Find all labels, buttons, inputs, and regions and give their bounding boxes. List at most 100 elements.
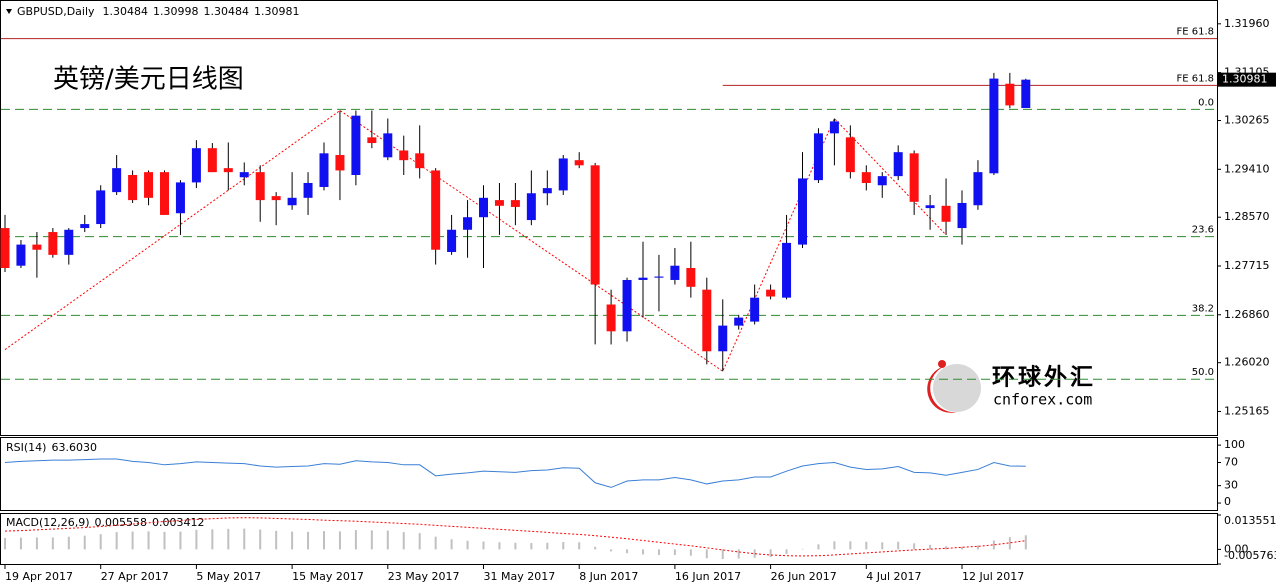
macd-bar (370, 530, 373, 550)
x-tick-label: 31 May 2017 (484, 570, 556, 583)
macd-bar (19, 537, 22, 550)
macd-bar (976, 545, 979, 550)
candle-body (431, 170, 441, 250)
candle-body (144, 172, 154, 198)
watermark: 环球外汇 cnforex.com (927, 360, 1093, 413)
macd-bar (642, 549, 644, 555)
macd-bar (849, 541, 852, 550)
macd-bar (131, 531, 134, 550)
candle-body (606, 304, 616, 332)
macd-bar (737, 549, 740, 559)
y-tick-label: 0 (1224, 495, 1231, 508)
symbol-header: GBPUSD,Daily 1.30484 1.30998 1.30484 1.30981 (17, 5, 300, 18)
macd-bar (498, 542, 501, 550)
candle-body (383, 133, 393, 158)
macd-bar (865, 541, 868, 550)
level-label: FE 61.8 (1176, 27, 1214, 38)
macd-bar (546, 542, 549, 550)
macd-bar (83, 535, 86, 550)
x-tick-label: 4 Jul 2017 (866, 570, 921, 583)
macd-bar (594, 546, 597, 550)
macd-header: MACD(12,26,9) 0.005558 0.003412 (6, 516, 205, 529)
low-price: 1.30484 (204, 5, 250, 18)
candle-body (510, 200, 520, 207)
macd-bar (657, 549, 660, 555)
candle-body (989, 78, 999, 174)
y-tick-label: 1.26860 (1224, 308, 1270, 321)
macd-bar (945, 546, 948, 550)
macd-bar (163, 531, 166, 550)
macd-bar (99, 534, 102, 550)
candle-body (718, 325, 728, 352)
macd-bar (961, 546, 963, 550)
macd-bar (992, 540, 995, 550)
candle-body (1005, 83, 1015, 106)
macd-bar (147, 531, 150, 550)
level-label: 0.0 (1198, 97, 1214, 108)
candle-body (654, 276, 664, 278)
candle-body (16, 244, 26, 266)
level-label: 23.6 (1192, 225, 1214, 236)
candle-body (255, 172, 265, 201)
candle-body (670, 265, 680, 280)
macd-bar (227, 528, 230, 550)
macd-bar (291, 531, 294, 550)
y-tick-label: 100 (1224, 438, 1245, 451)
candle-body (80, 224, 90, 229)
x-tick-label: 5 May 2017 (196, 570, 261, 583)
candle-body (64, 229, 74, 255)
macd-bar (354, 530, 357, 550)
macd-bar (195, 529, 198, 550)
y-tick-label: 1.30265 (1224, 114, 1270, 127)
candle-body (160, 172, 169, 215)
candle-body (766, 289, 776, 297)
macd-bar (929, 544, 932, 550)
macd-bar (466, 540, 469, 550)
macd-bar (833, 541, 836, 550)
menu-arrow (6, 9, 12, 14)
watermark-url: cnforex.com (993, 391, 1092, 409)
macd-bar (67, 536, 70, 550)
y-tick-label: 1.26020 (1224, 356, 1270, 369)
symbol: GBPUSD,Daily (17, 5, 95, 18)
level-label: 38.2 (1192, 303, 1214, 314)
x-tick-label: 15 May 2017 (292, 570, 364, 583)
candle-body (798, 178, 807, 245)
macd-bar (689, 549, 692, 556)
macd-bar (769, 549, 772, 557)
candle-body (526, 193, 536, 221)
candle-body (175, 182, 185, 214)
candle-body (909, 153, 919, 202)
rsi-label: RSI(14) (6, 441, 46, 454)
logo-dot (938, 360, 946, 368)
rsi-line (4, 458, 1026, 488)
candle-body (750, 297, 760, 322)
candle-body (622, 279, 632, 332)
macd-bar (578, 542, 581, 550)
candle-body (782, 242, 792, 298)
macd-bar (705, 549, 708, 559)
macd-bar (1008, 537, 1011, 550)
chart-title: 英镑/美元日线图 (53, 65, 244, 95)
candle-body (686, 267, 696, 287)
rsi-panel (0, 437, 1218, 511)
y-tick-label: 1.27715 (1224, 259, 1270, 272)
y-tick-label: 0.013551 (1224, 514, 1276, 527)
x-tick-label: 16 Jun 2017 (675, 570, 741, 583)
macd-bar (179, 531, 182, 550)
macd-bar (881, 542, 884, 550)
y-tick-label: 70 (1224, 455, 1238, 468)
main-panel (0, 0, 1218, 436)
candle-body (941, 205, 951, 222)
candle-body (351, 115, 361, 175)
macd-bar (323, 531, 325, 550)
candle-body (415, 153, 425, 169)
x-tick-label: 27 Apr 2017 (101, 570, 169, 583)
y-tick-label: 1.28570 (1224, 210, 1270, 223)
macd-bar (386, 530, 389, 550)
candle-body (893, 152, 903, 177)
candle-body (239, 172, 249, 178)
price-tag (1218, 72, 1276, 87)
level-label: FE 61.8 (1176, 73, 1214, 84)
